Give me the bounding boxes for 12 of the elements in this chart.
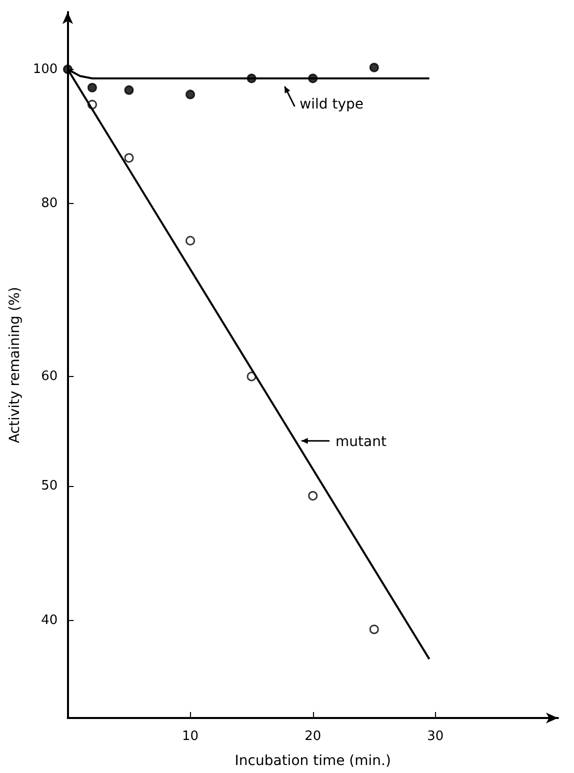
- x-tick-label: 30: [427, 729, 444, 744]
- y-axis-title: Activity remaining (%): [7, 286, 23, 444]
- legend-label: wild type: [300, 96, 364, 112]
- x-tick-label: 10: [182, 729, 199, 744]
- y-tick-label: 40: [41, 612, 58, 628]
- y-tick-label: 60: [41, 368, 58, 384]
- x-axis-title: Incubation time (min.): [234, 753, 391, 769]
- x-tick-label: 20: [304, 729, 322, 744]
- legend-label: mutant: [336, 434, 387, 450]
- y-tick-label: 80: [41, 196, 58, 211]
- y-tick-label: 100: [32, 62, 58, 77]
- y-tick-label: 50: [41, 478, 58, 494]
